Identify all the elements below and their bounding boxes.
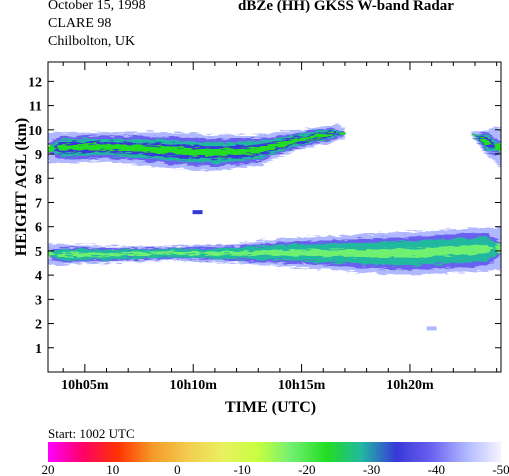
color-scale-tick-label: -50 — [492, 462, 509, 476]
x-tick-label: 10h15m — [278, 378, 326, 393]
cloud-echoes — [48, 125, 501, 331]
y-tick-label: 7 — [35, 196, 42, 211]
y-tick-label: 6 — [35, 221, 42, 236]
echo-band — [48, 131, 345, 157]
cloud-layer-lower — [48, 226, 501, 276]
echo-band — [470, 133, 501, 155]
y-tick-label: 12 — [28, 75, 42, 90]
start-time-label: Start: 1002 UTC — [48, 426, 135, 441]
color-scale-tick-label: 10 — [106, 462, 119, 476]
color-scale-tick-label: 20 — [42, 462, 55, 476]
color-scale-tick-label: -10 — [233, 462, 250, 476]
y-tick-label: 10 — [28, 124, 42, 139]
cloud-layer-upper-right — [470, 127, 501, 169]
cloud-layer-upper — [48, 125, 345, 171]
isolated-echo — [426, 326, 437, 331]
x-tick-label: 10h10m — [169, 378, 217, 393]
header-site: Chilbolton, UK — [48, 34, 136, 49]
color-scale-gradient — [48, 442, 501, 462]
isolated-echo — [192, 210, 203, 215]
echo-band — [48, 131, 345, 160]
x-tick-label: 10h20m — [386, 378, 434, 393]
plot-frame — [47, 61, 502, 373]
color-scale-bar: 20 10 0 -10 -20 -30 -40 -50 — [42, 442, 509, 476]
y-tick-label: 3 — [35, 293, 42, 308]
y-tick-label: 9 — [35, 148, 42, 163]
x-axis-label: TIME (UTC) — [225, 399, 317, 416]
y-tick-label: 2 — [35, 318, 42, 333]
color-scale-tick-label: -30 — [363, 462, 380, 476]
y-tick-label: 1 — [35, 342, 42, 357]
color-scale-tick-label: -20 — [298, 462, 315, 476]
y-tick-label: 11 — [29, 100, 42, 115]
y-tick-label: 4 — [35, 269, 42, 284]
header-experiment: CLARE 98 — [48, 16, 112, 31]
chart-title: dBZe (HH) GKSS W-band Radar — [238, 0, 454, 14]
echo-band — [48, 241, 501, 258]
color-scale-tick-label: 0 — [174, 462, 181, 476]
y-tick-label: 5 — [35, 245, 42, 260]
x-tick-label: 10h05m — [61, 378, 109, 393]
header-date: October 15, 1998 — [48, 0, 146, 13]
y-tick-label: 8 — [35, 172, 42, 187]
color-scale-tick-label: -40 — [428, 462, 445, 476]
